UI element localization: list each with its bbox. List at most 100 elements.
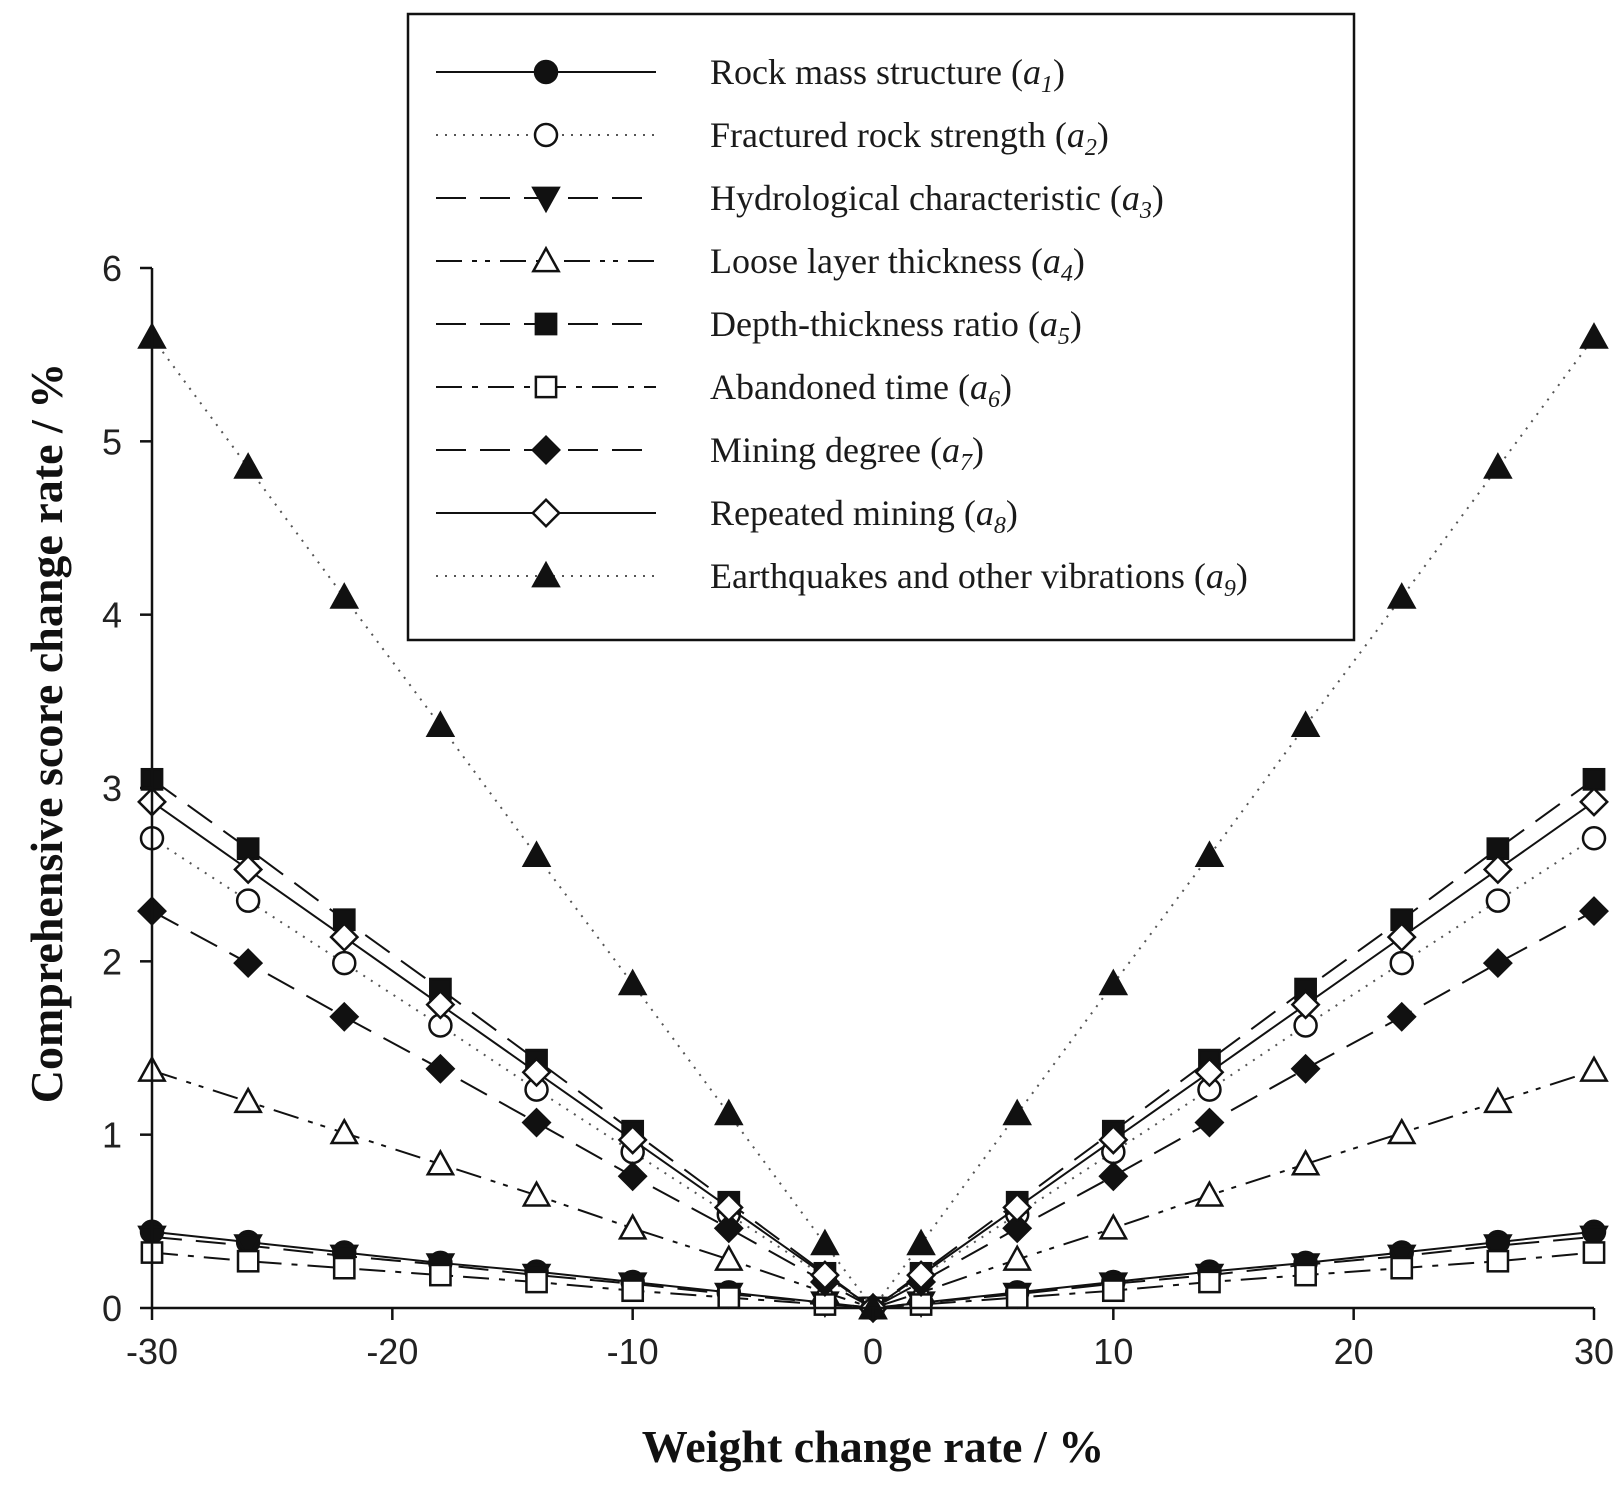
data-point xyxy=(1579,1225,1609,1253)
data-point xyxy=(713,1192,744,1223)
data-point xyxy=(1002,1098,1032,1126)
data-point xyxy=(332,1256,356,1280)
data-point xyxy=(1483,1234,1513,1261)
data-point xyxy=(1582,1241,1606,1264)
y-axis-title: Comprehensive score change rate / % xyxy=(21,363,72,1104)
data-point xyxy=(717,1286,741,1309)
legend-label: Depth-thickness ratio (a5) xyxy=(710,304,1082,350)
data-point xyxy=(1486,1249,1510,1273)
y-tick-label: 5 xyxy=(102,421,122,462)
data-point xyxy=(906,1228,936,1256)
data-point xyxy=(425,989,456,1020)
data-point xyxy=(425,710,456,737)
data-point xyxy=(329,1117,360,1145)
legend-marker xyxy=(531,186,561,214)
data-point xyxy=(1101,1279,1125,1303)
data-point xyxy=(1194,1057,1225,1088)
legend-label: Rock mass structure (a1) xyxy=(710,52,1065,98)
data-point xyxy=(617,1124,648,1155)
data-point xyxy=(1098,1161,1129,1192)
legend-item: Fractured rock strength (a2) xyxy=(436,115,1109,161)
legend-item: Loose layer thickness (a4) xyxy=(436,241,1085,287)
data-point xyxy=(1386,1117,1417,1145)
data-point xyxy=(1194,1180,1225,1207)
legend-marker xyxy=(533,59,559,85)
legend-item: Depth-thickness ratio (a5) xyxy=(436,304,1082,350)
data-point xyxy=(1389,950,1414,976)
data-point xyxy=(233,948,264,979)
data-point xyxy=(1198,1270,1221,1294)
data-point xyxy=(1485,888,1511,913)
series-6 xyxy=(140,1241,1606,1320)
data-point xyxy=(617,968,648,996)
legend-item: Repeated mining (a8) xyxy=(436,493,1018,539)
data-point xyxy=(1290,989,1321,1020)
series-2 xyxy=(139,826,1607,1321)
data-point xyxy=(429,1263,452,1287)
legend: Rock mass structure (a1) Fractured rock s… xyxy=(406,12,1356,642)
data-point xyxy=(1290,1148,1321,1176)
legend-label: Abandoned time (a6) xyxy=(710,367,1012,413)
data-point xyxy=(1579,896,1609,927)
legend-item: Earthquakes and other vibrations (a9) xyxy=(436,556,1248,602)
data-point xyxy=(1098,968,1129,996)
x-tick-label: 20 xyxy=(1334,1331,1374,1372)
series-4 xyxy=(137,1055,1609,1320)
legend-label: Earthquakes and other vibrations (a9) xyxy=(710,556,1248,602)
data-point xyxy=(329,1001,360,1032)
data-point xyxy=(1579,786,1609,817)
data-point xyxy=(1483,452,1513,479)
data-point xyxy=(525,1270,548,1294)
series-5 xyxy=(140,767,1606,1320)
x-tick-label: -10 xyxy=(607,1331,659,1372)
data-point xyxy=(1386,582,1417,609)
data-point xyxy=(621,1279,645,1303)
data-point xyxy=(1194,1107,1225,1138)
data-point xyxy=(1579,322,1609,349)
x-tick-label: -20 xyxy=(366,1331,418,1372)
data-point xyxy=(617,1213,648,1240)
data-point xyxy=(236,1249,260,1273)
legend-label: Mining degree (a7) xyxy=(710,430,984,476)
data-point xyxy=(1194,840,1225,867)
data-point xyxy=(1483,1086,1513,1114)
data-point xyxy=(1002,1213,1033,1244)
series-line xyxy=(151,837,1595,1310)
data-point xyxy=(1098,1124,1129,1155)
data-point xyxy=(233,854,264,885)
data-point xyxy=(332,950,357,976)
data-point xyxy=(1581,826,1607,851)
data-point xyxy=(1098,1213,1129,1240)
legend-item: Hydrological characteristic (a3) xyxy=(436,178,1164,224)
data-point xyxy=(714,1098,744,1126)
legend-box xyxy=(406,12,1356,642)
legend-marker xyxy=(531,498,561,528)
series-line xyxy=(151,778,1595,1310)
y-tick-label: 3 xyxy=(102,768,122,809)
data-point xyxy=(809,1260,840,1291)
x-tick-label: 0 xyxy=(863,1331,883,1372)
y-tick-label: 0 xyxy=(102,1288,122,1329)
data-point xyxy=(329,582,360,609)
data-point xyxy=(713,1213,744,1244)
legend-marker xyxy=(531,245,561,273)
series-line xyxy=(151,801,1595,1310)
legend-label: Loose layer thickness (a4) xyxy=(710,241,1085,287)
data-point xyxy=(617,1161,648,1192)
y-axis: 0 1 2 3 4 5 6 xyxy=(102,248,154,1329)
series-line xyxy=(151,1069,1595,1310)
data-point xyxy=(1386,1001,1417,1032)
x-tick-label: 30 xyxy=(1574,1331,1614,1372)
data-point xyxy=(1579,1055,1609,1082)
data-point xyxy=(1294,1263,1317,1287)
legend-marker xyxy=(534,375,558,399)
legend-marker xyxy=(533,122,559,148)
legend-item: Abandoned time (a6) xyxy=(436,367,1012,413)
series-line xyxy=(151,910,1595,1310)
data-point xyxy=(425,1053,456,1084)
series-8 xyxy=(137,786,1609,1323)
data-point xyxy=(906,1260,937,1291)
legend-marker xyxy=(531,560,561,588)
data-point xyxy=(235,888,261,913)
